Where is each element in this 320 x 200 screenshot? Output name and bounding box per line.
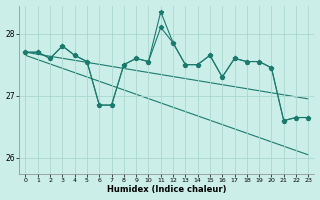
X-axis label: Humidex (Indice chaleur): Humidex (Indice chaleur) (107, 185, 227, 194)
